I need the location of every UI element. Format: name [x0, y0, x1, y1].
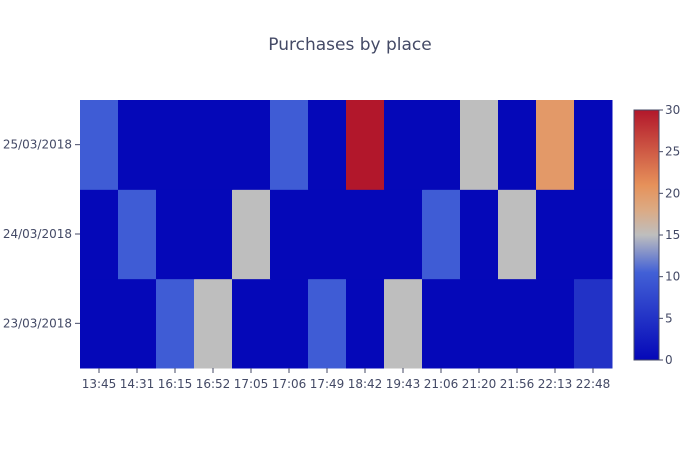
x-tick-label: 13:45	[82, 377, 117, 391]
x-tick-label: 14:31	[120, 377, 155, 391]
heatmap-cell	[574, 278, 613, 369]
colorbar-tick-label: 5	[665, 311, 673, 325]
x-tick-label: 21:06	[424, 377, 459, 391]
heatmap-cell	[384, 189, 423, 280]
heatmap-cell	[118, 100, 157, 190]
colorbar-tick-label: 25	[665, 145, 680, 159]
y-axis: 23/03/2018 24/03/2018 25/03/2018	[3, 138, 80, 330]
heatmap-cell	[156, 189, 195, 280]
heatmap-cell	[422, 278, 461, 369]
heatmap-cell	[574, 189, 613, 280]
heatmap-cell	[460, 100, 499, 190]
colorbar-tick-label: 10	[665, 270, 680, 284]
heatmap-cells	[80, 100, 613, 369]
heatmap-cell	[156, 100, 195, 190]
heatmap-cell	[80, 189, 119, 280]
heatmap-cell	[536, 278, 575, 369]
x-tick-label: 16:15	[158, 377, 193, 391]
heatmap-cell	[422, 100, 461, 190]
x-tick-label: 19:43	[386, 377, 421, 391]
heatmap-cell	[194, 100, 233, 190]
heatmap-cell	[384, 278, 423, 369]
heatmap-cell	[498, 100, 537, 190]
heatmap-cell	[574, 100, 613, 190]
colorbar-tick-label: 30	[665, 103, 680, 117]
heatmap-cell	[194, 278, 233, 369]
heatmap-cell	[118, 189, 157, 280]
heatmap-cell	[536, 189, 575, 280]
x-tick-label: 22:48	[576, 377, 611, 391]
x-tick-label: 17:06	[272, 377, 307, 391]
y-tick-label: 24/03/2018	[3, 227, 72, 241]
heatmap-cell	[498, 189, 537, 280]
x-axis: 13:45 14:31 16:15 16:52 17:05 17:06 17:49 18:42…	[82, 368, 611, 391]
heatmap-cell	[118, 278, 157, 369]
heatmap-cell	[346, 100, 385, 190]
colorbar: 0 5 10 15 20 25 30	[633, 103, 680, 367]
heatmap-cell	[232, 278, 271, 369]
heatmap-cell	[346, 278, 385, 369]
colorbar-tick-label: 0	[665, 353, 673, 367]
heatmap-cell	[156, 278, 195, 369]
heatmap-cell	[422, 189, 461, 280]
heatmap-cell	[384, 100, 423, 190]
chart-title: Purchases by place	[268, 35, 431, 55]
heatmap-cell	[460, 189, 499, 280]
x-tick-label: 21:56	[500, 377, 535, 391]
heatmap-cell	[498, 278, 537, 369]
heatmap-cell	[346, 189, 385, 280]
heatmap-cell	[194, 189, 233, 280]
heatmap-cell	[308, 189, 347, 280]
x-tick-label: 18:42	[348, 377, 383, 391]
heatmap-cell	[308, 100, 347, 190]
heatmap-cell	[80, 278, 119, 369]
x-tick-label: 17:05	[234, 377, 269, 391]
heatmap-cell	[270, 278, 309, 369]
heatmap-cell	[232, 189, 271, 280]
colorbar-scale	[633, 109, 660, 361]
heatmap-cell	[460, 278, 499, 369]
y-tick-label: 25/03/2018	[3, 138, 72, 152]
x-tick-label: 16:52	[196, 377, 231, 391]
heatmap-cell	[270, 100, 309, 190]
colorbar-tick-label: 15	[665, 228, 680, 242]
x-tick-label: 22:13	[538, 377, 573, 391]
heatmap-cell	[80, 100, 119, 190]
x-tick-label: 17:49	[310, 377, 345, 391]
heatmap-cell	[308, 278, 347, 369]
y-tick-label: 23/03/2018	[3, 316, 72, 330]
heatmap-cell	[536, 100, 575, 190]
heatmap-cell	[232, 100, 271, 190]
x-tick-label: 21:20	[462, 377, 497, 391]
heatmap-cell	[270, 189, 309, 280]
colorbar-tick-label: 20	[665, 186, 680, 200]
